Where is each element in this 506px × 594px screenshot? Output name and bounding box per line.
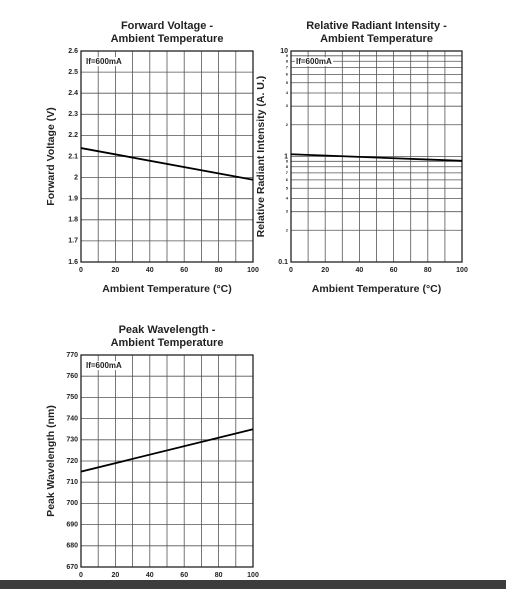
y-tick-label: 2.5	[68, 69, 78, 76]
y-tick-label: 9	[286, 53, 289, 58]
y-tick-label: 2	[74, 174, 78, 181]
x-tick-label: 100	[247, 267, 259, 274]
data-line	[80, 428, 254, 473]
chart-title: Ambient Temperature	[111, 33, 224, 45]
y-tick-label: 5	[286, 80, 289, 85]
x-tick-label: 80	[424, 267, 432, 274]
y-axis-label: Forward Voltage (V)	[45, 107, 57, 205]
annotation: If=600mA	[86, 57, 122, 66]
y-tick-label: 670	[66, 564, 78, 571]
y-tick-label: 740	[66, 415, 78, 422]
y-tick-label: 2.1	[68, 153, 78, 160]
y-tick-label: 9	[286, 158, 289, 163]
y-tick-label: 690	[66, 521, 78, 528]
y-tick-label: 8	[286, 164, 289, 169]
x-tick-label: 60	[390, 267, 398, 274]
x-tick-label: 20	[112, 267, 120, 274]
y-tick-label: 0.1	[278, 259, 288, 266]
x-tick-label: 20	[321, 267, 329, 274]
y-tick-label: 3	[286, 103, 289, 108]
data-line	[80, 147, 254, 181]
y-tick-label: 5	[286, 185, 289, 190]
chart-title: Peak Wavelength -	[119, 324, 216, 336]
x-axis-label: Ambient Temperature (°C)	[102, 283, 231, 295]
x-tick-label: 0	[79, 267, 83, 274]
y-tick-label: 1	[284, 153, 288, 160]
x-tick-label: 60	[180, 572, 188, 579]
x-tick-label: 0	[79, 572, 83, 579]
x-tick-label: 0	[289, 267, 293, 274]
x-tick-label: 80	[215, 267, 223, 274]
y-tick-label: 1.8	[68, 217, 78, 224]
y-tick-label: 3	[286, 209, 289, 214]
annotation: If=600mA	[296, 57, 332, 66]
chart-title: Ambient Temperature	[320, 33, 433, 45]
chart-title: Ambient Temperature	[111, 337, 224, 349]
plot-frame	[290, 50, 463, 263]
y-tick-label: 8	[286, 58, 289, 63]
y-tick-label: 6	[286, 177, 289, 182]
y-tick-label: 770	[66, 352, 78, 359]
annotation-bg	[85, 57, 124, 67]
x-tick-label: 100	[456, 267, 468, 274]
y-tick-label: 750	[66, 394, 78, 401]
y-tick-label: 1.6	[68, 259, 78, 266]
annotation-bg	[85, 361, 124, 371]
y-tick-label: 2.3	[68, 111, 78, 118]
x-tick-label: 40	[146, 267, 154, 274]
x-tick-label: 40	[356, 267, 364, 274]
chart-title: Forward Voltage -	[121, 20, 213, 32]
x-tick-label: 40	[146, 572, 154, 579]
y-tick-label: 2.4	[68, 90, 78, 97]
y-axis-label: Peak Wavelength (nm)	[45, 405, 57, 517]
y-tick-label: 710	[66, 479, 78, 486]
y-tick-label: 2.6	[68, 48, 78, 55]
y-tick-label: 2.2	[68, 132, 78, 139]
x-axis-label: Ambient Temperature (°C)	[312, 283, 441, 295]
y-tick-label: 1.9	[68, 196, 78, 203]
y-tick-label: 4	[286, 196, 289, 201]
y-tick-label: 1.7	[68, 238, 78, 245]
y-tick-label: 720	[66, 458, 78, 465]
y-tick-label: 700	[66, 500, 78, 507]
y-tick-label: 4	[286, 90, 289, 95]
data-line	[290, 153, 463, 162]
y-tick-label: 7	[286, 170, 289, 175]
x-tick-label: 20	[112, 572, 120, 579]
y-tick-label: 2	[286, 227, 289, 232]
bottom-bar	[0, 580, 506, 589]
y-tick-label: 10	[280, 48, 288, 55]
y-tick-label: 7	[286, 64, 289, 69]
annotation: If=600mA	[86, 361, 122, 370]
plot-frame	[80, 354, 254, 568]
y-tick-label: 6	[286, 71, 289, 76]
y-tick-label: 680	[66, 543, 78, 550]
y-tick-label: 760	[66, 373, 78, 380]
chart-title: Relative Radiant Intensity -	[306, 20, 447, 32]
x-tick-label: 100	[247, 572, 259, 579]
x-tick-label: 80	[215, 572, 223, 579]
y-axis-label: Relative Radiant Intensity (A. U.)	[255, 76, 267, 238]
x-tick-label: 60	[180, 267, 188, 274]
y-tick-label: 730	[66, 437, 78, 444]
plot-frame	[80, 50, 254, 263]
annotation-bg	[295, 57, 334, 67]
y-tick-label: 2	[286, 122, 289, 127]
